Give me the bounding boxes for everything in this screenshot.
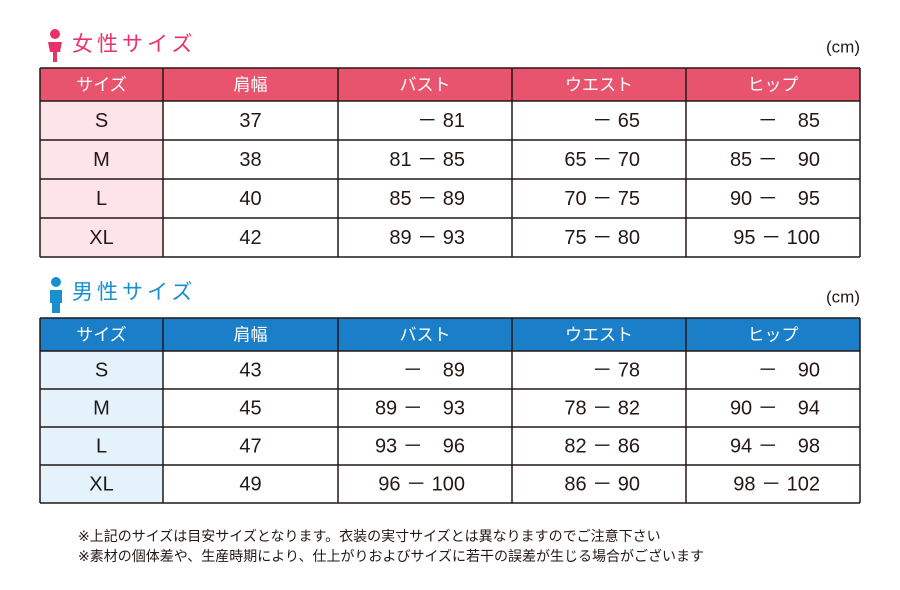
table-cell: 40 (239, 188, 261, 210)
table-cell: 38 (239, 149, 261, 171)
table-cell: 95 － 100 (733, 227, 820, 249)
table-cell: － 90 (758, 359, 820, 381)
table-cell: S (95, 110, 108, 132)
unit-label: (cm) (826, 287, 860, 306)
column-header: ウエスト (565, 76, 633, 96)
table-cell: 70 － 75 (564, 188, 640, 210)
column-header: ウエスト (565, 326, 633, 346)
table-cell: 47 (239, 435, 261, 457)
table-cell: － 81 (417, 110, 465, 132)
table-cell: 65 － 70 (564, 149, 640, 171)
table-cell: 89 － 93 (375, 397, 465, 419)
column-header: バスト (400, 76, 451, 96)
table-cell: 86 － 90 (564, 473, 640, 495)
table-cell: XL (89, 473, 113, 495)
table-cell: － 65 (592, 110, 640, 132)
table-cell: 78 － 82 (564, 397, 640, 419)
table-cell: 37 (239, 110, 261, 132)
table-cell: L (96, 435, 107, 457)
table-cell: 75 － 80 (564, 227, 640, 249)
table-cell: 98 － 102 (733, 473, 820, 495)
note: ※素材の個体差や、生産時期により、仕上がりおよびサイズに若干の誤差が生じる場合が… (78, 548, 704, 565)
male-icon (50, 277, 62, 313)
female-icon (48, 29, 62, 62)
column-header: ヒップ (748, 326, 799, 346)
note: ※上記のサイズは目安サイズとなります。衣装の実寸サイズとは異なりますのでご注意下… (78, 528, 661, 545)
table-cell: 96 － 100 (378, 473, 465, 495)
table-cell: 45 (239, 397, 261, 419)
table-cell: 93 － 96 (375, 435, 465, 457)
table-cell: L (96, 188, 107, 210)
table-cell: XL (89, 227, 113, 249)
table-cell: 85 － 89 (389, 188, 465, 210)
header-row (40, 68, 860, 101)
table-cell: 49 (239, 473, 261, 495)
column-header: バスト (400, 326, 451, 346)
table-cell: － 89 (403, 359, 465, 381)
table-cell: － 78 (592, 359, 640, 381)
header-row (40, 318, 860, 351)
table-cell: 89 － 93 (389, 227, 465, 249)
table-cell: 43 (239, 359, 261, 381)
table-cell: 90 － 95 (730, 188, 820, 210)
table-cell: M (93, 397, 110, 419)
table-cell: 81 － 85 (389, 149, 465, 171)
table-cell: 82 － 86 (564, 435, 640, 457)
column-header: 肩幅 (234, 326, 268, 346)
section-title: 男性サイズ (72, 280, 196, 304)
section-title: 女性サイズ (72, 32, 196, 56)
column-header: サイズ (76, 76, 127, 96)
unit-label: (cm) (826, 37, 860, 56)
table-cell: M (93, 149, 110, 171)
column-header: ヒップ (748, 76, 799, 96)
table-cell: 85 － 90 (730, 149, 820, 171)
table-cell: 42 (239, 227, 261, 249)
column-header: 肩幅 (234, 76, 268, 96)
table-cell: － 85 (758, 110, 820, 132)
table-cell: S (95, 359, 108, 381)
column-header: サイズ (76, 326, 127, 346)
table-cell: 94 － 98 (730, 435, 820, 457)
table-cell: 90 － 94 (730, 397, 820, 419)
